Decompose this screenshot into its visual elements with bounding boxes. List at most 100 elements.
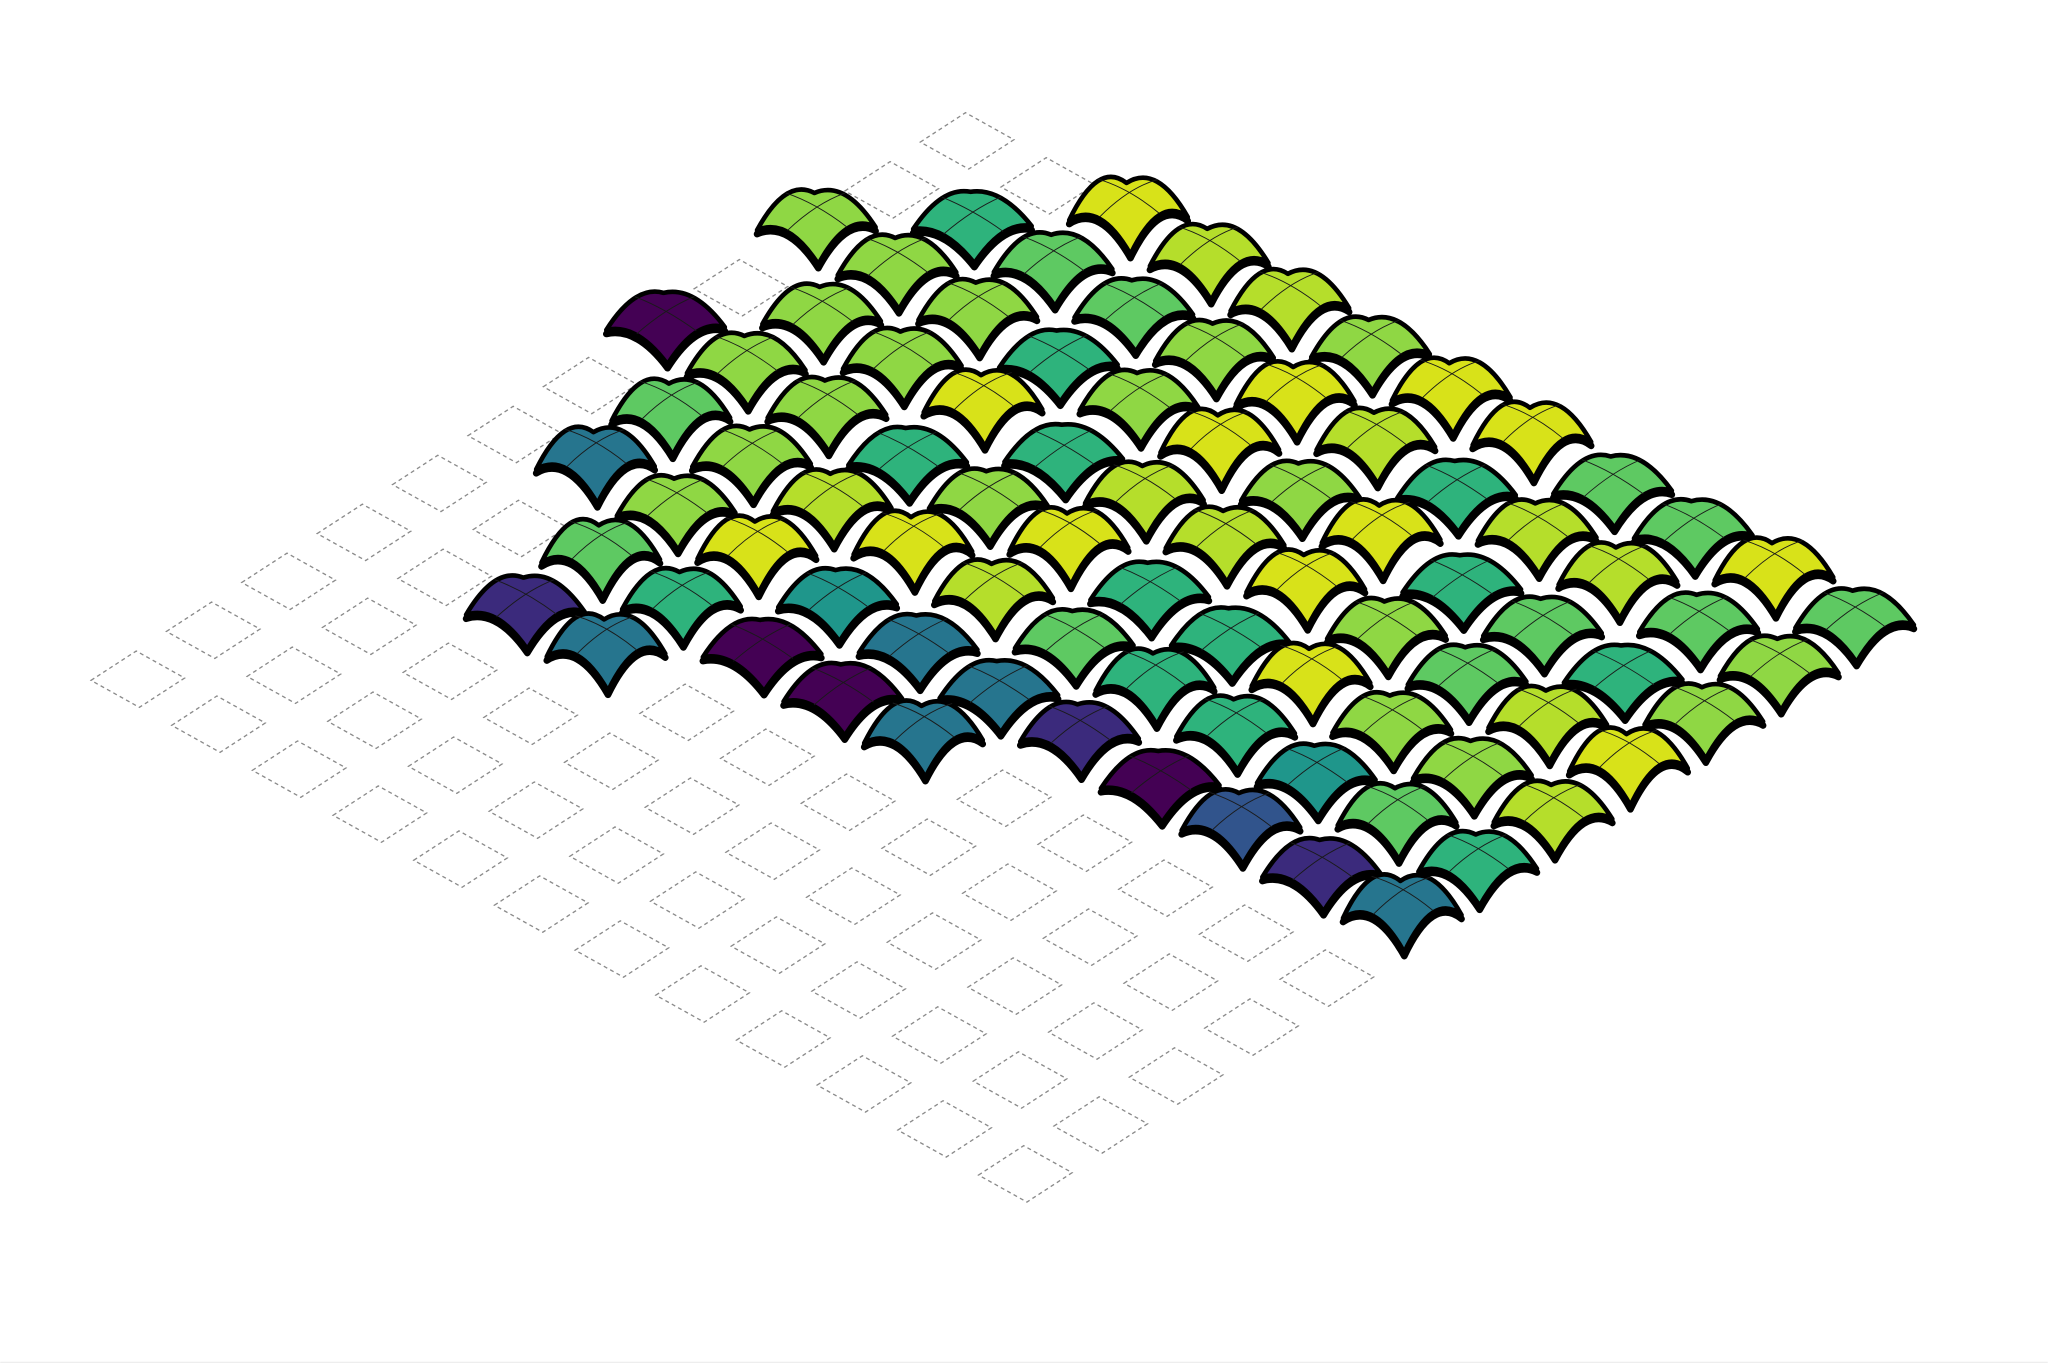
tile-surface [1007,505,1131,588]
tile-isoline [1743,539,1805,575]
tile-surface [1066,174,1191,257]
empty-cell [896,1099,993,1158]
tile-isoline [496,579,555,618]
tile [1081,459,1207,545]
tile [1555,540,1681,627]
tile-isoline [1438,648,1496,687]
tile-surface [1475,497,1599,578]
tile-isoline [1281,645,1340,684]
empty-cell [843,160,940,219]
tile-isoline [1674,686,1733,725]
tile [1065,174,1192,262]
tile-isoline [640,380,702,416]
empty-cell [1122,953,1219,1012]
tile-isoline [1422,360,1481,399]
tile [1232,359,1358,446]
tile [1157,406,1283,495]
tile-isoline [1508,502,1567,541]
tile-isoline [1259,271,1321,307]
tile-surface [1335,781,1459,862]
tile-isoline [1371,875,1434,911]
tile-isoline [727,517,786,556]
tile-isoline [1029,334,1088,373]
tile-isoline [650,570,713,606]
tile [1711,535,1837,622]
tile-isoline [876,431,939,467]
tile-isoline [1188,410,1251,446]
tile-isoline [968,665,1030,701]
tile [1339,872,1465,960]
tile [1792,586,1918,670]
empty-cell [891,1006,988,1064]
tile-isoline [1427,464,1486,503]
tile-surface [1405,642,1529,722]
tile-isoline [889,618,948,657]
tile-surface [1314,405,1438,487]
tile-isoline [787,192,846,231]
tile-isoline [1825,592,1884,631]
tile-surface [1717,633,1841,713]
tile-surface [760,281,884,361]
tile [774,566,901,649]
tile-isoline [1180,226,1239,265]
tile-isoline [1043,613,1106,649]
tile-surface [1249,640,1373,723]
tile [1227,266,1353,353]
tile-isoline [1346,410,1405,449]
tile [759,281,885,366]
tile-isoline [946,281,1009,318]
tile-surface [1152,317,1277,398]
tile-isoline [878,431,937,470]
tile-isoline [720,428,783,464]
tile-isoline [873,331,932,369]
tile-isoline [1099,179,1158,218]
tile-isoline [1269,464,1332,500]
tile [1469,399,1595,487]
tile-isoline [1034,429,1093,468]
tile-surface [775,566,900,644]
tile [931,557,1057,643]
tile [608,376,734,463]
tile [538,516,664,604]
tile-surface [1233,359,1357,441]
tile-isoline [797,380,856,419]
tile-isoline [969,665,1028,703]
tile [1323,595,1449,681]
empty-cell [326,691,423,750]
tile-surface [609,376,733,458]
tile-isoline [652,571,711,610]
tile-isoline [564,428,627,464]
tile-surface [1636,590,1761,669]
tile-isoline [1287,747,1346,786]
tile-isoline [569,520,632,556]
tile-surface [1098,747,1222,825]
tile-isoline [575,615,638,651]
tile-surface [1340,872,1464,955]
tile-surface [916,276,1040,357]
tile-isoline [1196,509,1254,548]
tile [1248,640,1374,728]
tile [543,611,669,699]
empty-cell [396,548,493,607]
tile-isoline [952,371,1014,407]
tile-surface [539,516,663,599]
tile-surface [781,660,905,738]
tile-isoline [1425,464,1488,500]
tile [1016,699,1143,784]
tile-isoline [1750,638,1809,677]
empty-cell [568,826,665,885]
tile-isoline [726,517,788,553]
tile-isoline [1199,612,1262,648]
tile-isoline [1204,698,1267,734]
tile-surface [1147,221,1271,303]
tile-isoline [894,702,953,741]
tile-surface [1793,586,1917,665]
tile-isoline [1183,322,1246,358]
tile [1490,778,1616,864]
tile-isoline [1367,785,1426,824]
empty-cell [649,871,746,930]
tile-isoline [1583,459,1642,498]
tile-isoline [1436,648,1499,684]
tile-isoline [813,667,872,706]
